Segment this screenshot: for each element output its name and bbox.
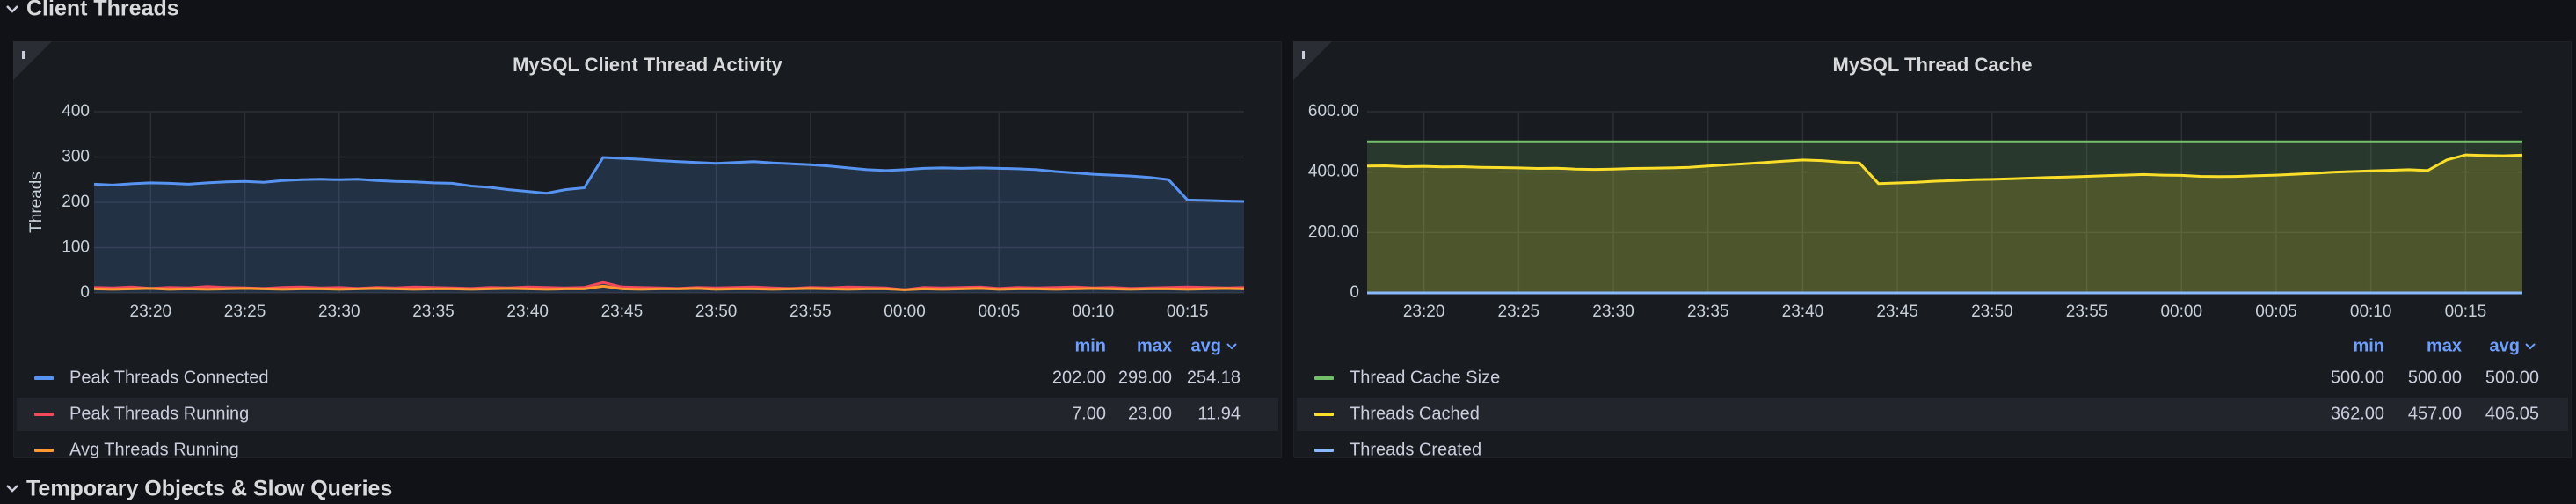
- collapse-icon[interactable]: [6, 485, 18, 493]
- chart-title: MySQL Thread Cache: [1833, 54, 2033, 76]
- x-tick-label: 00:00: [2160, 303, 2202, 321]
- x-tick-label: 23:55: [790, 303, 832, 321]
- x-tick-label: 23:20: [1403, 303, 1445, 321]
- y-axis-label: Threads: [27, 172, 46, 233]
- x-tick-label: 23:30: [318, 303, 360, 321]
- x-tick-label: 23:50: [1971, 303, 2013, 321]
- x-tick-label: 00:05: [978, 303, 1020, 321]
- sort-icon: [2525, 343, 2536, 350]
- x-tick-label: 00:15: [2445, 303, 2487, 321]
- legend-swatch: [1314, 376, 1334, 380]
- x-tick-label: 23:50: [695, 303, 738, 321]
- series-line: [93, 284, 1245, 291]
- legend-header: avg: [1191, 336, 1221, 355]
- y-tick-label: 0: [1350, 283, 1359, 302]
- legend-stat: 457.00: [2408, 404, 2462, 423]
- x-tick-label: 00:10: [2350, 303, 2392, 321]
- x-tick-label: 23:25: [1498, 303, 1540, 321]
- legend-stat: 23.00: [1128, 404, 1172, 423]
- series-line: [1366, 153, 2523, 186]
- legend-name: Threads Created: [1350, 440, 1481, 459]
- x-tick-label: 00:05: [2255, 303, 2297, 321]
- y-tick-label: 600.00: [1308, 102, 1359, 121]
- section-title[interactable]: Client Threads: [26, 0, 179, 21]
- x-tick-label: 23:30: [1592, 303, 1634, 321]
- legend-header: max: [1137, 336, 1172, 355]
- x-tick-label: 23:35: [1687, 303, 1729, 321]
- legend-header: min: [2353, 336, 2384, 355]
- legend-header: max: [2427, 336, 2462, 355]
- x-tick-label: 23:35: [412, 303, 455, 321]
- panel: MySQL Client Thread Activity Threads 0 100 2…: [13, 41, 1282, 459]
- y-tick-label: 300: [62, 148, 90, 166]
- collapse-icon[interactable]: [6, 5, 18, 13]
- x-tick-label: 23:55: [2066, 303, 2108, 321]
- legend-row-bg: [1297, 398, 2568, 431]
- legend-stat: 202.00: [1052, 368, 1106, 387]
- x-tick-label: 23:40: [1782, 303, 1824, 321]
- y-tick-label: 200: [62, 193, 90, 211]
- legend-stat: 500.00: [2485, 368, 2539, 387]
- legend-swatch: [1314, 449, 1334, 452]
- legend-name: Threads Cached: [1350, 404, 1480, 423]
- panel: MySQL Thread Cache 0 200.00 400.00 600.00 23:…: [1293, 41, 2572, 459]
- series-area: [1367, 155, 2522, 293]
- legend-stat: 362.00: [2331, 404, 2384, 423]
- x-tick-label: 00:15: [1167, 303, 1209, 321]
- x-tick-label: 00:10: [1073, 303, 1115, 321]
- series-area: [94, 157, 1244, 293]
- legend-row-bg: [17, 398, 1278, 431]
- x-tick-label: 23:45: [601, 303, 644, 321]
- series-line: [93, 156, 1245, 203]
- info-icon: [22, 51, 25, 59]
- legend-stat: 500.00: [2331, 368, 2384, 387]
- legend-header: min: [1074, 336, 1106, 355]
- y-tick-label: 200.00: [1308, 223, 1359, 241]
- x-tick-label: 23:20: [130, 303, 172, 321]
- x-tick-label: 23:45: [1876, 303, 1918, 321]
- y-tick-label: 100: [62, 238, 90, 257]
- sort-icon: [1226, 343, 1237, 350]
- y-tick-label: 0: [80, 283, 90, 302]
- series-area: [1367, 142, 2522, 293]
- x-tick-label: 23:40: [506, 303, 549, 321]
- legend-name: Thread Cache Size: [1350, 368, 1500, 387]
- legend-stat: 254.18: [1187, 368, 1241, 387]
- y-tick-label: 400: [62, 102, 90, 121]
- legend-swatch: [34, 449, 54, 452]
- legend-name: Avg Threads Running: [69, 440, 239, 459]
- legend-stat: 11.94: [1197, 404, 1241, 423]
- legend-header: avg: [2490, 336, 2520, 355]
- y-tick-label: 400.00: [1308, 163, 1359, 181]
- legend-name: Peak Threads Connected: [69, 368, 268, 387]
- panel-bg: [13, 41, 1282, 458]
- legend-swatch: [1314, 413, 1334, 416]
- legend-swatch: [34, 413, 54, 416]
- x-tick-label: 00:00: [884, 303, 926, 321]
- legend-swatch: [34, 376, 54, 380]
- section-title[interactable]: Temporary Objects & Slow Queries: [26, 477, 392, 501]
- chart-title: MySQL Client Thread Activity: [513, 54, 783, 76]
- x-tick-label: 23:25: [224, 303, 266, 321]
- info-icon: [1302, 51, 1305, 59]
- legend-name: Peak Threads Running: [69, 404, 249, 423]
- legend-stat: 7.00: [1072, 404, 1106, 423]
- legend-stat: 406.05: [2485, 404, 2539, 423]
- legend-stat: 299.00: [1118, 368, 1172, 387]
- legend-stat: 500.00: [2408, 368, 2462, 387]
